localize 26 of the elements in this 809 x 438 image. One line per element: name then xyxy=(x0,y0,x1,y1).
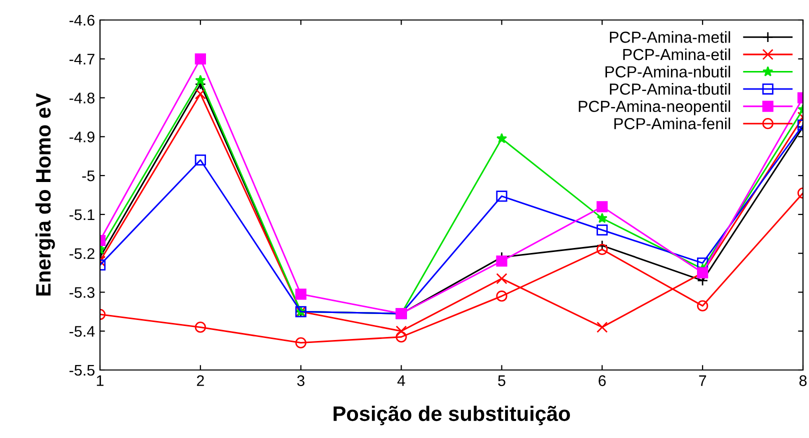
x-tick-label: 8 xyxy=(799,375,807,386)
y-tick-label: -4.8 xyxy=(69,92,94,104)
y-tick-label: -4.6 xyxy=(69,14,94,26)
y-tick-label: -5 xyxy=(82,170,94,182)
y-tick-label: -5.3 xyxy=(69,287,94,298)
x-tick-label: 4 xyxy=(397,375,406,386)
legend-label: PCP-Amina-tbutil xyxy=(610,83,730,95)
x-tick-label: 1 xyxy=(96,375,104,386)
x-tick-label: 5 xyxy=(498,375,506,386)
x-tick-label: 7 xyxy=(699,375,706,386)
legend-label: PCP-Amina-neopentil xyxy=(578,100,730,116)
y-tick-label: -5.4 xyxy=(69,326,95,337)
legend-label: PCP-Amina-fenil xyxy=(614,118,730,130)
legend-label: PCP-Amina-etil xyxy=(623,48,730,60)
y-tick-label: -5.2 xyxy=(69,248,94,260)
legend-label: PCP-Amina-metil xyxy=(610,31,730,43)
y-tick-label: -5.1 xyxy=(69,209,94,220)
x-tick-label: 3 xyxy=(297,375,304,386)
x-tick-label: 2 xyxy=(196,375,204,386)
x-axis-title: Posição de substituição xyxy=(334,406,570,426)
y-tick-label: -5.5 xyxy=(69,365,94,376)
y-tick-label: -4.9 xyxy=(69,132,94,142)
y-tick-label: -4.7 xyxy=(69,54,94,64)
x-tick-label: 6 xyxy=(598,375,606,386)
legend-label: PCP-Amina-nbutil xyxy=(606,66,730,78)
y-axis-title: Energia do Homo eV xyxy=(35,93,55,296)
